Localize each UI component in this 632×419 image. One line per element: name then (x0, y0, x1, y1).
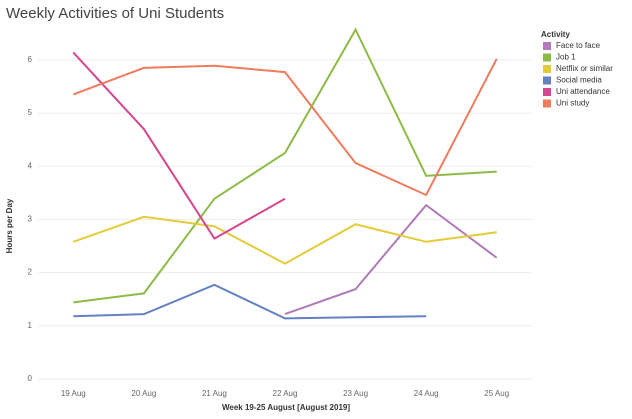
series-line (72, 51, 286, 240)
x-tick-label: 19 Aug (61, 389, 86, 398)
legend-label: Netflix or similar (556, 64, 613, 73)
y-axis-title: Hours per Day (5, 198, 14, 253)
y-tick-label: 6 (28, 55, 33, 64)
chart-title: Weekly Activities of Uni Students (6, 5, 224, 22)
y-tick-label: 5 (28, 108, 33, 117)
legend-swatch (543, 53, 551, 62)
legend-label: Uni study (556, 99, 589, 108)
y-tick-label: 3 (28, 215, 33, 224)
legend-swatch (543, 42, 551, 50)
legend-swatch (543, 65, 551, 73)
x-tick-label: 23 Aug (343, 389, 368, 398)
legend-swatch (543, 99, 551, 108)
series-line (72, 58, 498, 197)
x-axis-title: Week 19-25 August [August 2019] (222, 403, 350, 412)
series-line (73, 283, 427, 320)
legend-label: Job 1 (556, 53, 576, 62)
legend-swatch (543, 88, 551, 96)
x-tick-label: 21 Aug (202, 389, 227, 398)
legend-label: Face to face (556, 41, 601, 50)
y-tick-label: 0 (28, 374, 33, 383)
y-tick-label: 1 (28, 321, 33, 330)
y-tick-label: 4 (28, 161, 33, 170)
x-tick-label: 22 Aug (273, 389, 298, 398)
legend-swatch (543, 76, 551, 85)
series-line (73, 27, 497, 304)
x-tick-label: 24 Aug (414, 389, 439, 398)
series-line (72, 215, 497, 265)
y-tick-label: 2 (28, 268, 33, 277)
legend-label: Social media (556, 76, 602, 85)
legend-label: Uni attendance (556, 87, 610, 96)
series-line (284, 203, 498, 316)
x-tick-label: 20 Aug (131, 389, 156, 398)
x-tick-label: 25 Aug (484, 389, 509, 398)
legend-title: Activity (541, 30, 570, 39)
